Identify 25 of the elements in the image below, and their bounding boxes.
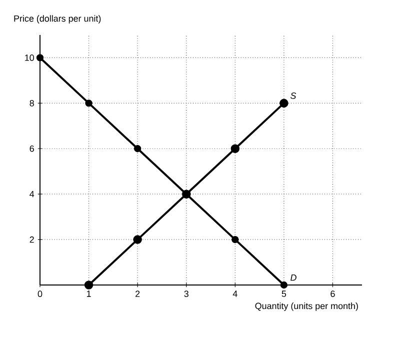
x-axis-title: Quantity (units per month) [255, 302, 358, 311]
series-label: D [290, 274, 296, 281]
y-tick-label: 8 [30, 100, 34, 106]
y-tick-label: 6 [30, 145, 34, 152]
y-tick-label: 2 [30, 236, 34, 243]
point [134, 145, 142, 152]
point [85, 100, 92, 107]
x-tick-label: 3 [184, 290, 188, 297]
y-tick-label: 10 [25, 54, 34, 61]
point [133, 235, 142, 244]
x-tick-label: 1 [86, 290, 91, 297]
series-label: S [290, 92, 296, 99]
point [280, 281, 288, 289]
x-tick-label: 0 [38, 290, 42, 297]
point [84, 280, 94, 290]
x-tick-label: 5 [282, 290, 286, 297]
y-tick-label: 4 [30, 191, 34, 198]
point [280, 98, 288, 108]
point [232, 236, 239, 244]
point [230, 144, 240, 154]
x-tick-label: 2 [136, 290, 140, 297]
point [36, 54, 44, 62]
x-tick-label: 6 [330, 290, 335, 297]
y-axis-title: Price (dollars per unit) [14, 15, 101, 24]
x-tick-label: 4 [232, 290, 238, 297]
